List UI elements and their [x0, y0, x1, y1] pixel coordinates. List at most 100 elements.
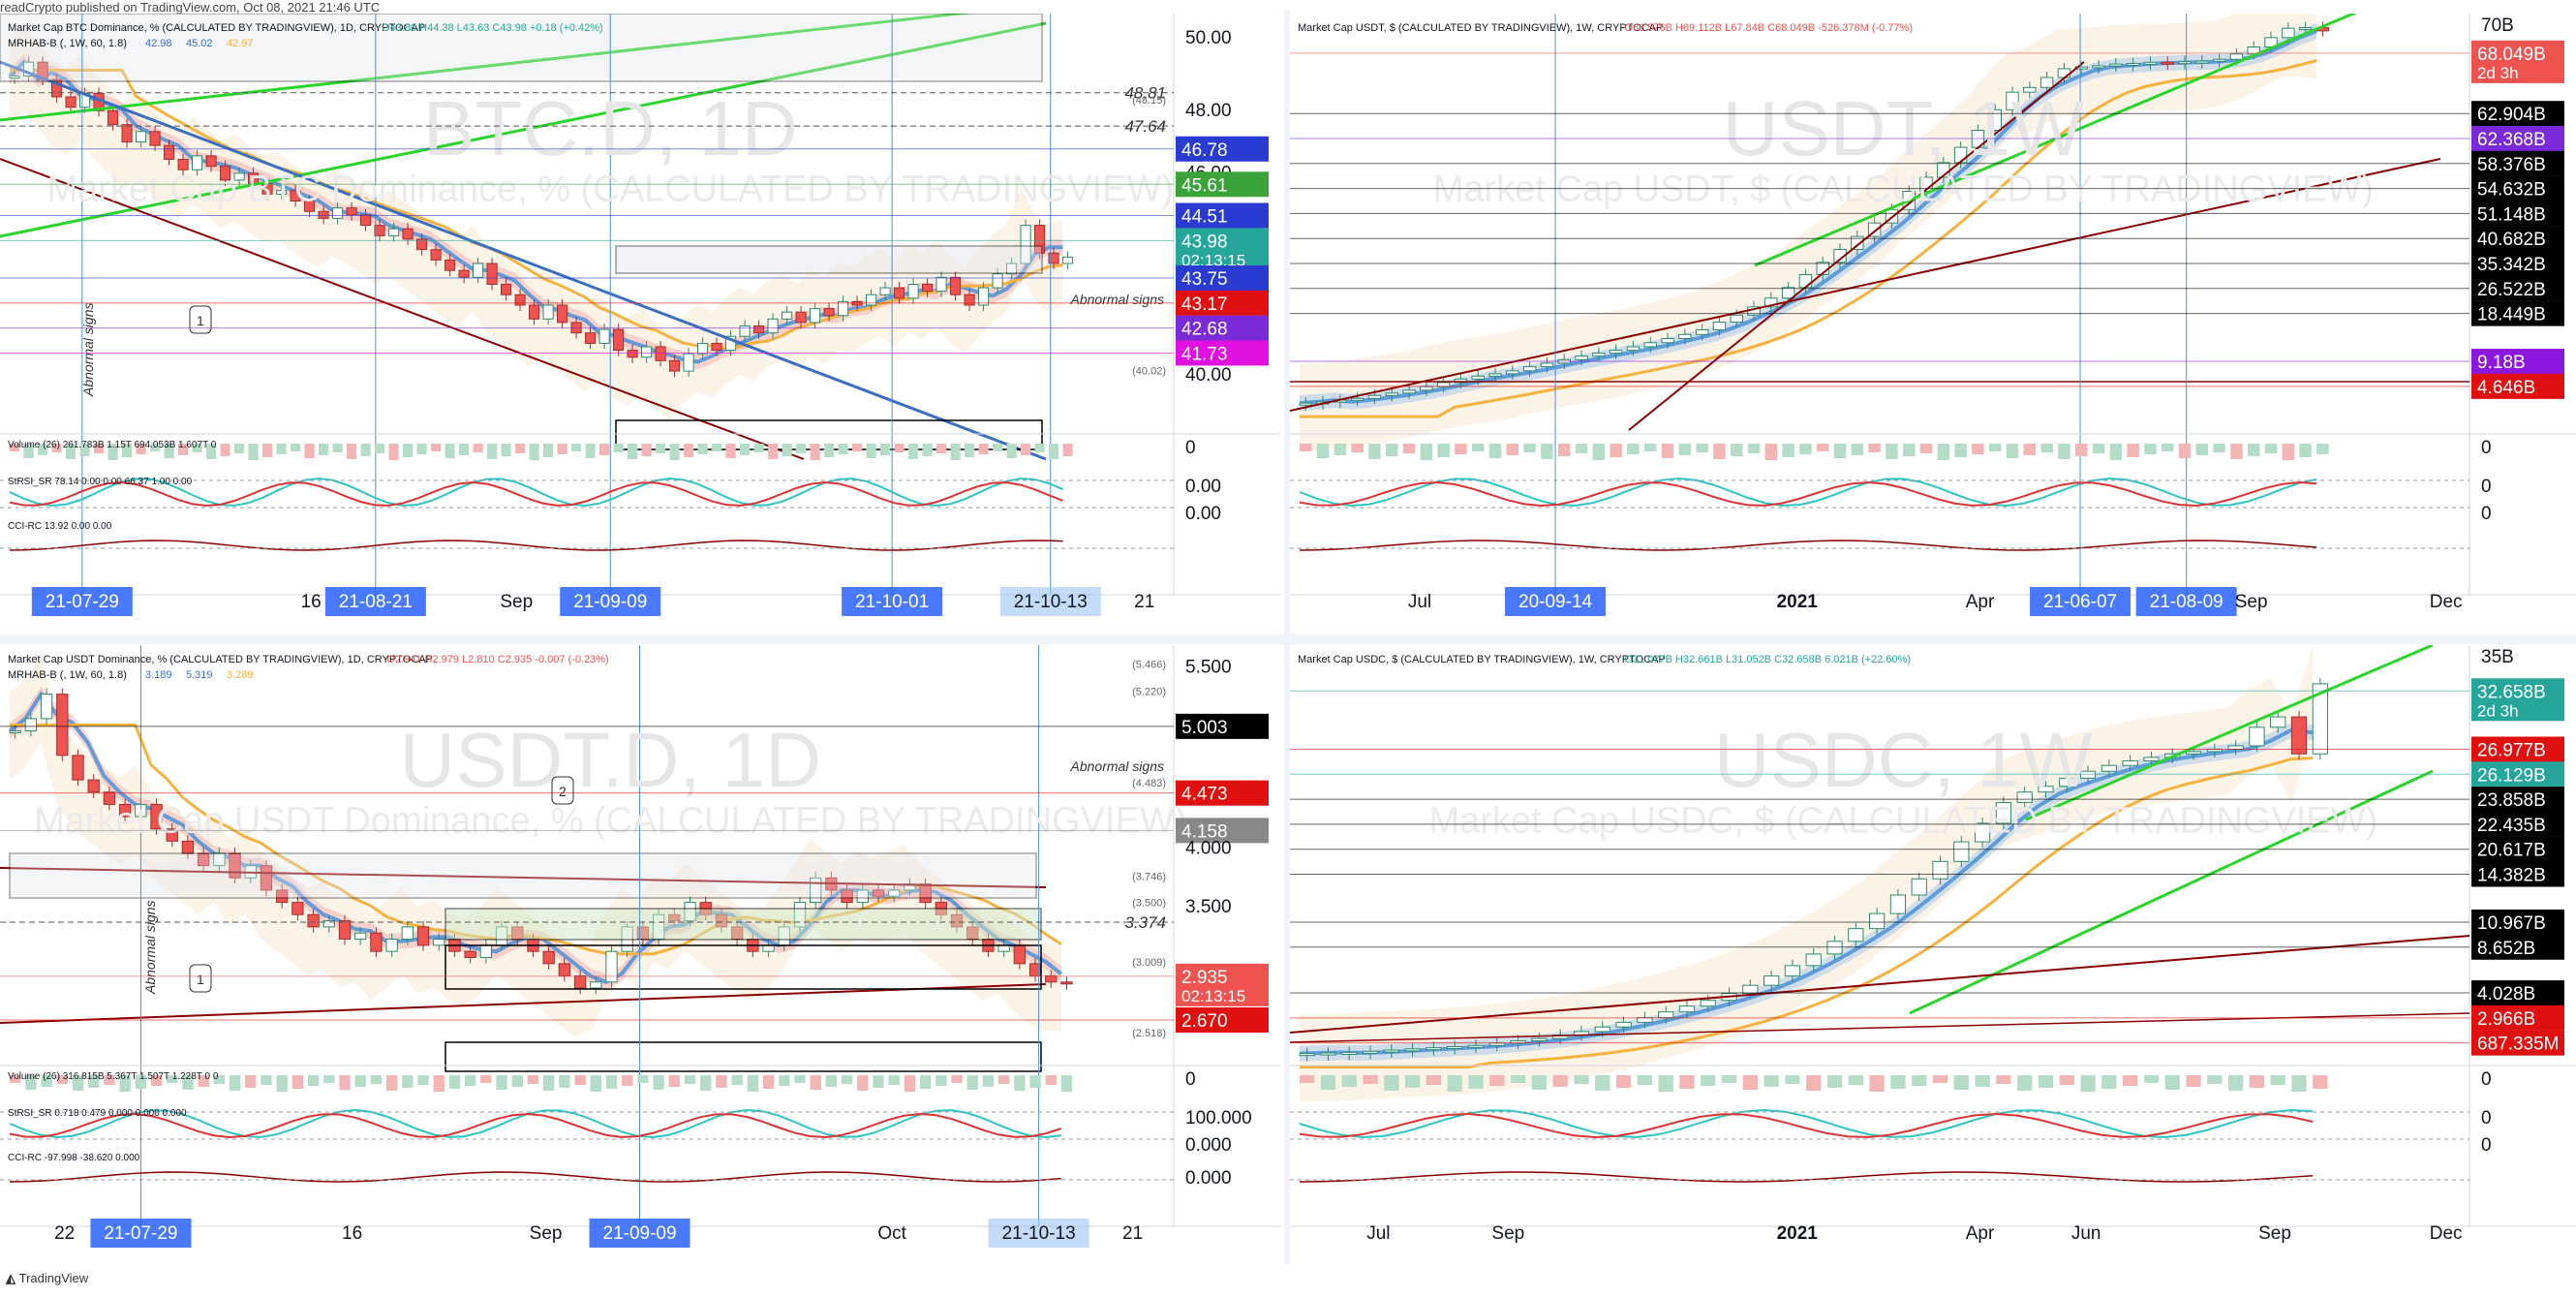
- candle: [697, 342, 709, 355]
- stoch-rsi-d: [9, 1112, 1062, 1138]
- volume-bar: [192, 444, 202, 452]
- candle: [935, 276, 947, 293]
- volume-bar: [1833, 444, 1847, 458]
- volume-bar: [1437, 444, 1450, 457]
- volume-bar: [136, 444, 146, 454]
- time-tick-label: Jul: [1408, 592, 1431, 612]
- volume-bar: [1316, 444, 1330, 458]
- price-tick-label: 3.500: [1185, 897, 1232, 917]
- candle: [213, 852, 226, 867]
- volume-bar: [852, 444, 863, 451]
- volume-bar: [599, 444, 610, 455]
- candle: [205, 155, 217, 168]
- price-badge-label: 26.522B: [2477, 280, 2546, 300]
- price-badge-label: 22.435B: [2477, 816, 2546, 836]
- volume-bar: [332, 444, 343, 452]
- candle: [964, 294, 975, 306]
- trendline-blue: [0, 60, 1047, 461]
- candle: [1531, 1037, 1548, 1042]
- time-tick-label: Sep: [2258, 1223, 2291, 1244]
- candle: [1695, 328, 1709, 335]
- candle: [9, 730, 21, 734]
- pane-divider-horizontal[interactable]: [0, 634, 2576, 644]
- candle: [1367, 394, 1382, 399]
- volume-bar: [464, 1075, 476, 1086]
- volume-bar: [276, 1075, 288, 1092]
- price-badge: [2471, 300, 2564, 326]
- time-tick-label: Dec: [2430, 592, 2463, 612]
- usdt-marketcap-chart[interactable]: USDT, 1W Market Cap USDT, $ (CALCULATED B…: [1290, 14, 2576, 634]
- price-badge-label: 687.335M: [2477, 1035, 2560, 1055]
- volume-bar: [2299, 444, 2312, 457]
- candle: [2298, 27, 2313, 31]
- usdt-dominance-chart[interactable]: USDT.D, 1D Market Cap USDT Dominance, % (…: [0, 645, 1280, 1265]
- usdc-marketcap-chart[interactable]: USDC, 1W Market Cap USDC, $ (CALCULATED B…: [1290, 645, 2576, 1265]
- volume-bar: [684, 444, 694, 457]
- candle: [304, 201, 316, 212]
- volume-bar: [613, 444, 624, 452]
- volume-bar: [66, 444, 77, 459]
- volume-bar: [838, 444, 848, 454]
- level-small-label: (2.518): [1132, 1028, 1166, 1039]
- btc-dominance-chart[interactable]: BTC.D, 1D Market Cap BTC Dominance, % (CA…: [0, 14, 1280, 634]
- time-tick-label: Dec: [2430, 1223, 2463, 1244]
- time-badge: [324, 587, 426, 616]
- price-badge-label: 9.18B: [2477, 353, 2526, 373]
- price-badge-label: 2.966B: [2477, 1009, 2535, 1030]
- level-small-label: (4.483): [1132, 778, 1166, 789]
- candle: [261, 183, 273, 195]
- time-badge-label: 21-10-13: [1014, 592, 1088, 612]
- candle: [1953, 841, 1970, 862]
- volume-bar: [590, 1075, 601, 1092]
- time-badge-label: 21-09-09: [573, 592, 647, 612]
- volume-bar: [622, 1075, 633, 1086]
- candle: [1781, 287, 1795, 299]
- time-badge: [988, 1219, 1089, 1248]
- osc-axis-label: 0.000: [1185, 1168, 1232, 1189]
- chart-title: Market Cap BTC Dominance, % (CALCULATED …: [8, 22, 425, 34]
- price-tick-label: 70B: [2481, 15, 2514, 36]
- volume-bar: [10, 1075, 21, 1083]
- volume-bar: [72, 1075, 84, 1091]
- level-small-label: (48.15): [1132, 95, 1166, 107]
- volume-bar: [1996, 1075, 2011, 1084]
- volume-bar: [782, 444, 792, 456]
- candle: [1062, 257, 1074, 264]
- volume-bar: [2291, 1075, 2307, 1092]
- time-badge-label: 21-07-29: [104, 1223, 177, 1244]
- abnormal-signs-label: Abnormal signs: [142, 901, 158, 996]
- price-badge: [1176, 228, 1269, 271]
- volume-bar: [605, 1075, 618, 1089]
- candle: [1995, 801, 2012, 824]
- volume-bar: [433, 1075, 445, 1092]
- time-tick-label: Apr: [1966, 1223, 1995, 1244]
- volume-bar: [1447, 1075, 1462, 1092]
- ohlc-values: O43.80 H44.38 L43.63 C43.98 +0.18 (+0.42…: [382, 22, 603, 34]
- candle: [1763, 975, 1780, 986]
- candle: [888, 889, 901, 897]
- indicator-value: 3.289: [227, 669, 254, 681]
- candle: [370, 932, 383, 952]
- volume-bar: [1384, 1075, 1399, 1091]
- price-badge-label: 44.51: [1181, 207, 1228, 228]
- volume-bar: [978, 444, 989, 454]
- volume-bar: [23, 444, 34, 458]
- volume-bar: [1062, 444, 1073, 456]
- price-badge: [2471, 736, 2564, 762]
- volume-bar: [307, 1075, 320, 1086]
- volume-bar: [1953, 1075, 1969, 1090]
- candle: [1447, 1045, 1463, 1049]
- candle: [810, 877, 822, 904]
- candle: [9, 76, 20, 78]
- volume-bar: [262, 444, 273, 457]
- price-badge: [1176, 818, 1269, 844]
- cci-line: [1299, 540, 2317, 551]
- candle: [181, 840, 195, 854]
- volume-bar: [291, 444, 301, 451]
- price-badge: [1176, 136, 1269, 162]
- volume-bar: [51, 444, 62, 452]
- candle: [486, 263, 498, 285]
- tradingview-logo[interactable]: ◭ TradingView: [6, 1271, 88, 1286]
- candle: [1299, 402, 1312, 406]
